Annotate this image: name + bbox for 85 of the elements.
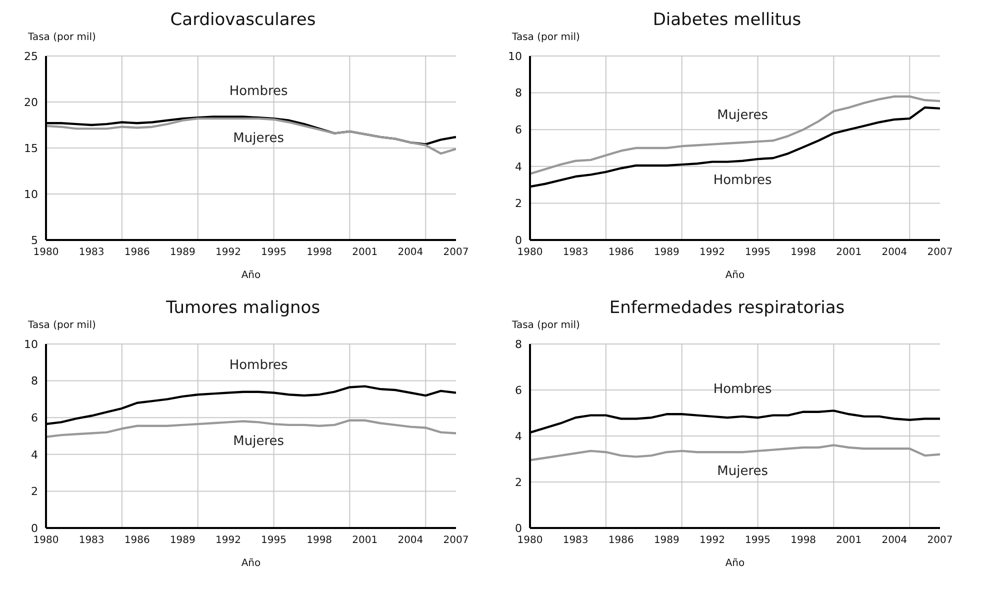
y-tick-label: 5	[31, 234, 38, 247]
x-tick-label: 2007	[927, 535, 953, 546]
y-axis-title: Tasa (por mil)	[511, 320, 581, 333]
series-label: Hombres	[228, 358, 289, 373]
x-tick-label: 1980	[517, 535, 543, 546]
y-tick-label: 2	[515, 476, 522, 489]
x-tick-label: 1986	[124, 247, 150, 258]
y-axis-title: Tasa (por mil)	[27, 32, 97, 45]
x-tick-label: 1995	[261, 535, 287, 546]
x-tick-label: 1983	[78, 247, 104, 258]
y-tick-label: 0	[515, 522, 522, 535]
x-tick-label: 2007	[443, 247, 469, 258]
x-tick-label: 2007	[443, 535, 469, 546]
y-tick-label: 20	[24, 96, 38, 109]
x-tick-label: 1998	[306, 535, 332, 546]
chart-title: Diabetes mellitus	[652, 9, 802, 32]
x-tick-label: 2004	[398, 535, 424, 546]
x-tick-label: 1986	[608, 535, 634, 546]
x-tick-label: 1998	[790, 247, 816, 258]
x-tick-label: 1980	[517, 247, 543, 258]
y-tick-label: 4	[515, 160, 522, 174]
y-tick-label: 15	[24, 142, 38, 155]
y-tick-label: 10	[24, 188, 38, 201]
x-tick-label: 1983	[562, 535, 588, 546]
series-label: Mujeres	[232, 434, 286, 450]
x-tick-label: 1983	[78, 535, 104, 546]
y-tick-label: 6	[31, 412, 38, 425]
y-tick-label: 0	[31, 522, 38, 535]
x-tick-label: 1983	[562, 247, 588, 258]
x-tick-label: 1989	[170, 535, 196, 546]
chart-title: Enfermedades respiratorias	[608, 297, 846, 320]
y-tick-label: 4	[515, 430, 522, 443]
x-tick-label: 1992	[699, 535, 725, 546]
y-tick-label: 8	[515, 338, 522, 351]
series-label: Hombres	[712, 382, 773, 398]
series-label: Mujeres	[716, 108, 770, 124]
chart-title: Tumores malignos	[164, 297, 322, 320]
series-label: Mujeres	[232, 130, 286, 146]
x-tick-label: 1980	[33, 247, 59, 258]
y-axis-title: Tasa (por mil)	[511, 32, 581, 45]
x-axis-title: Año	[241, 270, 261, 281]
x-tick-label: 2001	[352, 535, 378, 546]
y-tick-label: 6	[515, 384, 522, 397]
series-label: Mujeres	[716, 464, 770, 480]
x-tick-label: 1992	[215, 247, 241, 258]
x-tick-label: 2004	[882, 535, 908, 546]
series-label: Hombres	[228, 84, 289, 99]
x-tick-label: 1998	[306, 247, 332, 258]
x-axis-title: Año	[241, 558, 261, 569]
x-tick-label: 1998	[790, 535, 816, 546]
y-tick-label: 0	[515, 234, 522, 247]
x-tick-label: 1992	[699, 247, 725, 258]
y-axis-title: Tasa (por mil)	[27, 320, 97, 333]
x-tick-label: 2001	[352, 247, 378, 258]
y-tick-label: 25	[24, 50, 38, 63]
x-tick-label: 1995	[745, 535, 771, 546]
y-tick-label: 6	[515, 124, 522, 137]
x-axis-title: Año	[725, 558, 745, 569]
y-tick-label: 10	[508, 50, 522, 63]
x-axis-title: Año	[725, 270, 745, 281]
y-tick-label: 2	[31, 485, 38, 498]
x-tick-label: 2004	[398, 247, 424, 258]
x-tick-label: 1986	[608, 247, 634, 258]
x-tick-label: 2001	[836, 247, 862, 258]
y-tick-label: 2	[515, 197, 522, 210]
x-tick-label: 1980	[33, 535, 59, 546]
x-tick-label: 2004	[882, 247, 908, 258]
x-tick-label: 1992	[215, 535, 241, 546]
x-tick-label: 1989	[654, 535, 680, 546]
x-tick-label: 1989	[654, 247, 680, 258]
chart-title: Cardiovasculares	[169, 9, 317, 32]
line-series	[530, 444, 940, 462]
y-tick-label: 10	[24, 338, 38, 351]
x-tick-label: 1995	[745, 247, 771, 258]
x-tick-label: 2007	[927, 247, 953, 258]
y-tick-label: 8	[31, 374, 38, 388]
x-tick-label: 2001	[836, 535, 862, 546]
line-series	[530, 95, 940, 175]
y-tick-label: 4	[31, 448, 38, 462]
series-label: Hombres	[712, 172, 773, 188]
x-tick-label: 1989	[170, 247, 196, 258]
x-tick-label: 1995	[261, 247, 287, 258]
y-tick-label: 8	[515, 86, 522, 100]
line-series	[46, 117, 456, 155]
x-tick-label: 1986	[124, 535, 150, 546]
